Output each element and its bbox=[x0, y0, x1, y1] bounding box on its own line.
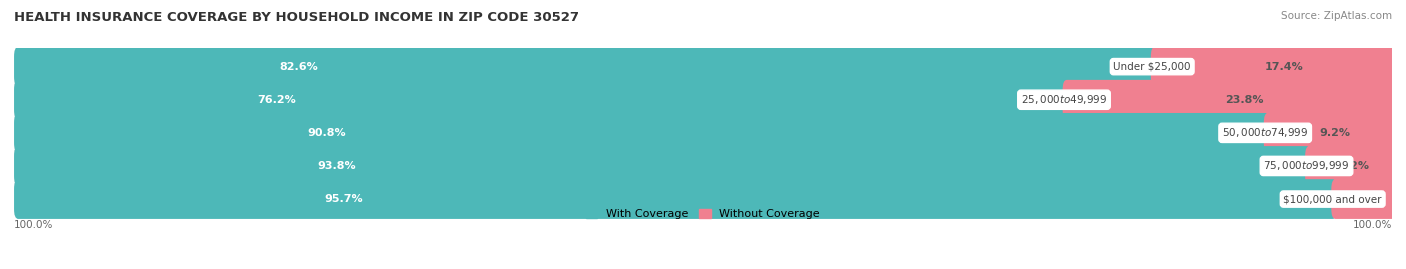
Text: $100,000 and over: $100,000 and over bbox=[1284, 194, 1382, 204]
FancyBboxPatch shape bbox=[14, 84, 1392, 116]
FancyBboxPatch shape bbox=[14, 146, 1310, 186]
Text: 90.8%: 90.8% bbox=[308, 128, 346, 138]
Text: 4.3%: 4.3% bbox=[1350, 194, 1381, 204]
Text: 17.4%: 17.4% bbox=[1264, 62, 1303, 72]
Text: 76.2%: 76.2% bbox=[257, 95, 295, 105]
Text: 23.8%: 23.8% bbox=[1225, 95, 1264, 105]
FancyBboxPatch shape bbox=[1152, 47, 1396, 87]
Text: 93.8%: 93.8% bbox=[318, 161, 357, 171]
FancyBboxPatch shape bbox=[14, 51, 1392, 83]
FancyBboxPatch shape bbox=[1063, 80, 1396, 120]
FancyBboxPatch shape bbox=[14, 47, 1156, 87]
Text: $75,000 to $99,999: $75,000 to $99,999 bbox=[1264, 160, 1350, 172]
Legend: With Coverage, Without Coverage: With Coverage, Without Coverage bbox=[582, 204, 824, 224]
Text: Source: ZipAtlas.com: Source: ZipAtlas.com bbox=[1281, 11, 1392, 21]
FancyBboxPatch shape bbox=[14, 183, 1392, 215]
FancyBboxPatch shape bbox=[14, 113, 1270, 153]
Text: Under $25,000: Under $25,000 bbox=[1114, 62, 1191, 72]
Text: $25,000 to $49,999: $25,000 to $49,999 bbox=[1021, 93, 1107, 106]
FancyBboxPatch shape bbox=[14, 117, 1392, 149]
Text: 9.2%: 9.2% bbox=[1319, 128, 1350, 138]
Text: 6.2%: 6.2% bbox=[1339, 161, 1369, 171]
FancyBboxPatch shape bbox=[14, 80, 1069, 120]
FancyBboxPatch shape bbox=[1264, 113, 1396, 153]
Text: 100.0%: 100.0% bbox=[1353, 220, 1392, 229]
Text: 100.0%: 100.0% bbox=[14, 220, 53, 229]
FancyBboxPatch shape bbox=[1331, 179, 1396, 219]
Text: 82.6%: 82.6% bbox=[280, 62, 318, 72]
FancyBboxPatch shape bbox=[14, 179, 1337, 219]
Text: $50,000 to $74,999: $50,000 to $74,999 bbox=[1222, 126, 1309, 139]
Text: 95.7%: 95.7% bbox=[325, 194, 363, 204]
FancyBboxPatch shape bbox=[1305, 146, 1396, 186]
FancyBboxPatch shape bbox=[14, 150, 1392, 182]
Text: HEALTH INSURANCE COVERAGE BY HOUSEHOLD INCOME IN ZIP CODE 30527: HEALTH INSURANCE COVERAGE BY HOUSEHOLD I… bbox=[14, 11, 579, 24]
